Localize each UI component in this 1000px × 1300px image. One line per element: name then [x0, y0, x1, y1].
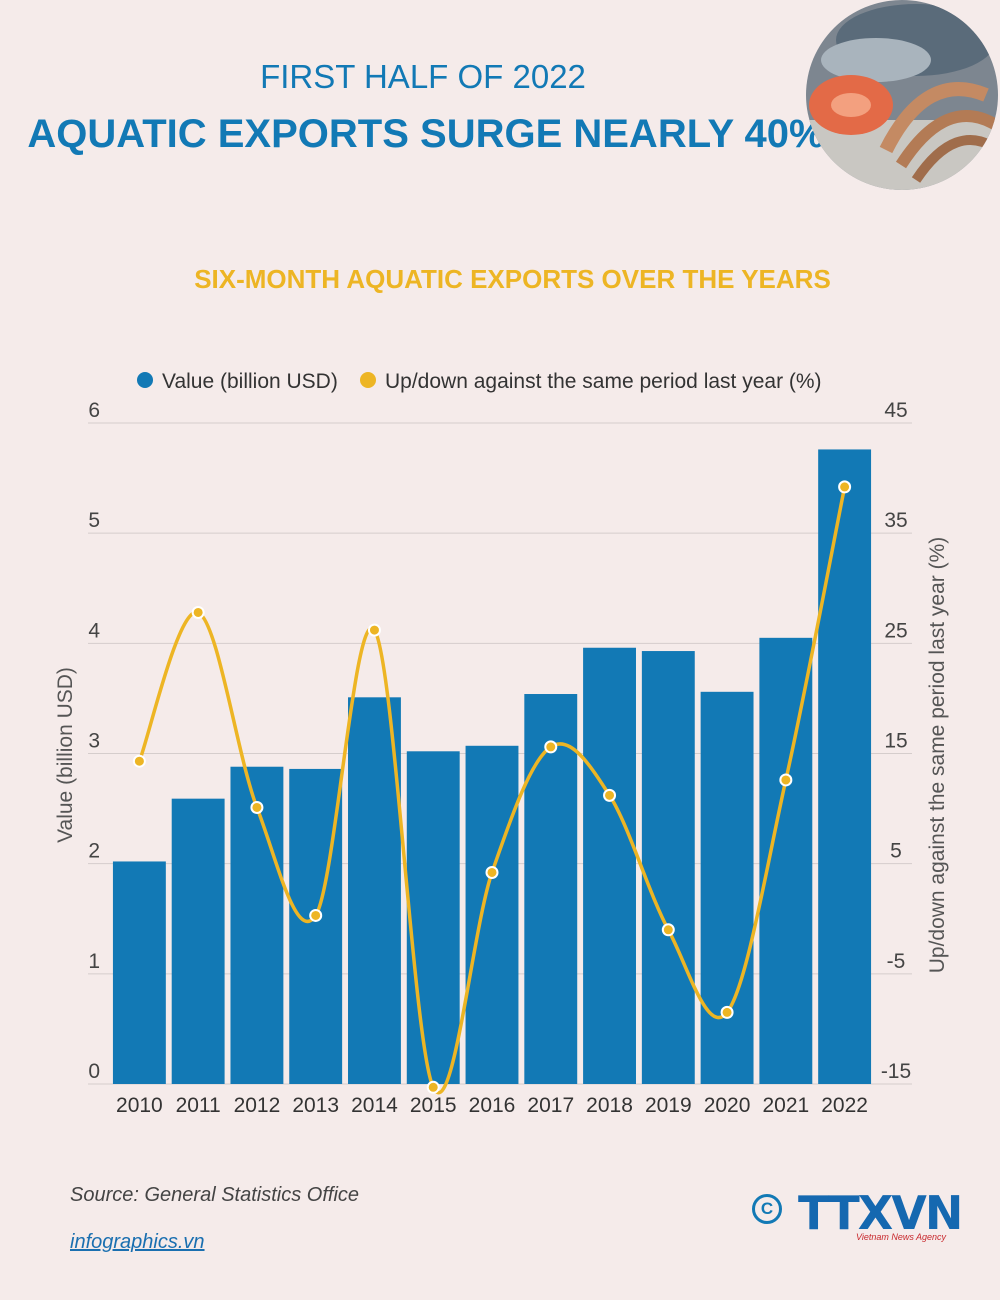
change-point	[779, 773, 793, 787]
y-tick-label-left: 0	[88, 1060, 100, 1083]
y-axis-label-right: Up/down against the same period last yea…	[926, 537, 949, 974]
copyright-icon: C	[752, 1194, 782, 1224]
change-point	[132, 754, 146, 768]
site-link[interactable]: infographics.vn	[70, 1231, 205, 1253]
bar	[465, 745, 519, 1084]
change-point	[720, 1005, 734, 1019]
y-tick-label-left: 6	[88, 399, 100, 422]
x-tick-label: 2014	[351, 1094, 398, 1117]
y-tick-label-left: 2	[88, 840, 100, 863]
bar	[112, 861, 166, 1084]
change-point	[250, 800, 264, 814]
bar	[406, 751, 460, 1084]
x-tick-label: 2020	[704, 1094, 751, 1117]
y-tick-label-left: 3	[88, 730, 100, 753]
bar	[348, 697, 401, 1084]
x-tick-label: 2018	[586, 1094, 633, 1117]
y-tick-label-right: 45	[884, 399, 907, 422]
bar	[289, 768, 343, 1084]
y-tick-label-right: -15	[881, 1060, 911, 1083]
change-point	[426, 1080, 440, 1094]
y-tick-label-right: 25	[884, 619, 907, 642]
change-point	[485, 865, 499, 879]
change-point	[309, 908, 323, 922]
x-tick-label: 2017	[527, 1094, 574, 1117]
header-subtitle: FIRST HALF OF 2022	[260, 58, 586, 95]
change-point	[367, 623, 381, 637]
legend-marker-change	[360, 372, 376, 388]
change-point	[661, 923, 675, 937]
legend-label-change: Up/down against the same period last yea…	[385, 370, 822, 393]
x-tick-label: 2010	[116, 1094, 163, 1117]
x-tick-label: 2019	[645, 1094, 692, 1117]
bar	[230, 766, 284, 1084]
x-tick-label: 2012	[234, 1094, 281, 1117]
y-tick-label-left: 1	[88, 950, 100, 973]
bar	[641, 651, 695, 1084]
bar	[583, 647, 636, 1084]
y-tick-label-left: 4	[88, 619, 100, 642]
y-axis-label-left: Value (billion USD)	[54, 667, 77, 843]
seafood-photo	[806, 0, 998, 190]
bar	[818, 449, 872, 1084]
y-tick-label-left: 5	[88, 509, 100, 532]
ttxvn-logo-subtitle: Vietnam News Agency	[856, 1232, 947, 1242]
legend-label-value: Value (billion USD)	[162, 370, 338, 393]
x-tick-label: 2022	[821, 1094, 868, 1117]
bar	[524, 694, 578, 1084]
chart-title: SIX-MONTH AQUATIC EXPORTS OVER THE YEARS	[194, 264, 831, 294]
ttxvn-logo: TTXVN	[798, 1186, 963, 1240]
change-point	[191, 605, 205, 619]
x-tick-label: 2011	[176, 1094, 221, 1117]
page-title: AQUATIC EXPORTS SURGE NEARLY 40%	[27, 112, 825, 156]
change-point	[838, 480, 852, 494]
bar	[700, 691, 754, 1084]
x-tick-label: 2016	[469, 1094, 516, 1117]
x-tick-label: 2015	[410, 1094, 457, 1117]
y-tick-label-right: 15	[884, 730, 907, 753]
y-tick-label-right: -5	[887, 950, 906, 973]
change-line	[137, 486, 847, 1095]
bar	[171, 798, 225, 1084]
y-tick-label-right: 35	[884, 509, 907, 532]
y-tick-label-right: 5	[890, 840, 902, 863]
x-tick-label: 2021	[762, 1094, 809, 1117]
change-point	[544, 740, 558, 754]
x-tick-label: 2013	[292, 1094, 339, 1117]
source-note: Source: General Statistics Office	[70, 1184, 360, 1206]
legend-marker-value	[137, 372, 153, 388]
change-point	[603, 788, 617, 802]
chart-legend: Value (billion USD) Up/down against the …	[137, 370, 822, 393]
